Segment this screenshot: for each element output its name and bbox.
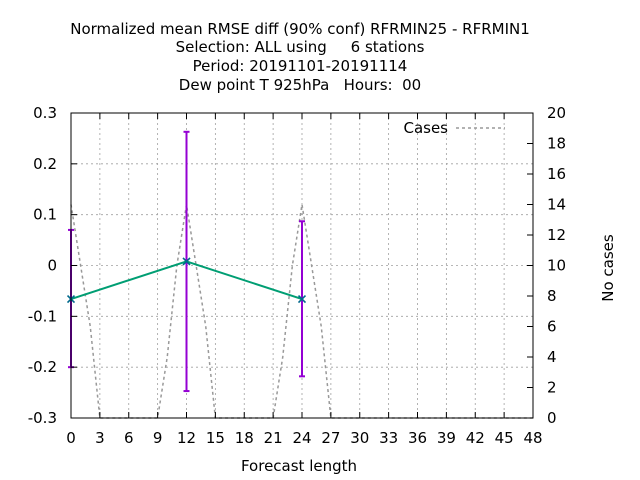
x-tick-label: 6 xyxy=(124,429,134,447)
x-tick-label: 12 xyxy=(177,429,196,447)
x-tick-label: 48 xyxy=(523,429,542,447)
y-tick-label: 0.2 xyxy=(33,155,57,173)
title-line-3: Period: 20191101-20191114 xyxy=(193,57,408,75)
title-line-4: Dew point T 925hPa Hours: 00 xyxy=(179,76,421,94)
legend: Cases xyxy=(403,119,505,137)
data-point xyxy=(182,257,191,266)
x-tick-label: 36 xyxy=(408,429,427,447)
x-tick-label: 45 xyxy=(495,429,514,447)
y2-tick-label: 0 xyxy=(547,409,557,427)
x-tick-label: 9 xyxy=(153,429,163,447)
y-tick-label: -0.3 xyxy=(28,409,57,427)
y2-axis-label: No cases xyxy=(599,234,617,302)
y2-tick-label: 4 xyxy=(547,348,557,366)
y-tick-label: 0 xyxy=(47,257,57,275)
y2-tick-label: 12 xyxy=(547,226,566,244)
chart-title: Normalized mean RMSE diff (90% conf) RFR… xyxy=(70,20,530,94)
x-tick-label: 24 xyxy=(292,429,311,447)
cases-series xyxy=(70,204,533,419)
x-tick-label: 42 xyxy=(466,429,485,447)
rmse-diff-series xyxy=(66,130,307,393)
y2-tick-label: 18 xyxy=(547,135,566,153)
y-tick-label: 0.1 xyxy=(33,206,57,224)
y2-tick-label: 14 xyxy=(547,196,566,214)
x-tick-label: 3 xyxy=(95,429,105,447)
y2-tick-label: 20 xyxy=(547,104,566,122)
title-line-1: Normalized mean RMSE diff (90% conf) RFR… xyxy=(70,20,530,38)
x-tick-label: 15 xyxy=(206,429,225,447)
y2-tick-label: 8 xyxy=(547,287,557,305)
axis-ticks: 0 3 6 9 12 15 18 21 24 27 30 33 36 39 42 45 48-0.3-0.2-0… xyxy=(28,104,566,447)
legend-label-cases: Cases xyxy=(403,119,448,137)
x-axis-label: Forecast length xyxy=(241,457,357,475)
y-tick-label: -0.1 xyxy=(28,307,57,325)
cases-line xyxy=(70,204,533,419)
x-tick-label: 18 xyxy=(235,429,254,447)
x-tick-label: 33 xyxy=(379,429,398,447)
x-tick-label: 27 xyxy=(321,429,340,447)
y-tick-label: 0.3 xyxy=(33,104,57,122)
x-tick-label: 0 xyxy=(66,429,76,447)
y2-tick-label: 10 xyxy=(547,257,566,275)
x-tick-label: 30 xyxy=(350,429,369,447)
y-tick-label: -0.2 xyxy=(28,358,57,376)
x-tick-label: 39 xyxy=(437,429,456,447)
y2-tick-label: 16 xyxy=(547,165,566,183)
y2-tick-label: 6 xyxy=(547,318,557,336)
title-line-2: Selection: ALL using 6 stations xyxy=(176,38,425,56)
x-tick-label: 21 xyxy=(264,429,283,447)
data-point xyxy=(297,294,307,304)
y2-tick-label: 2 xyxy=(547,379,557,397)
